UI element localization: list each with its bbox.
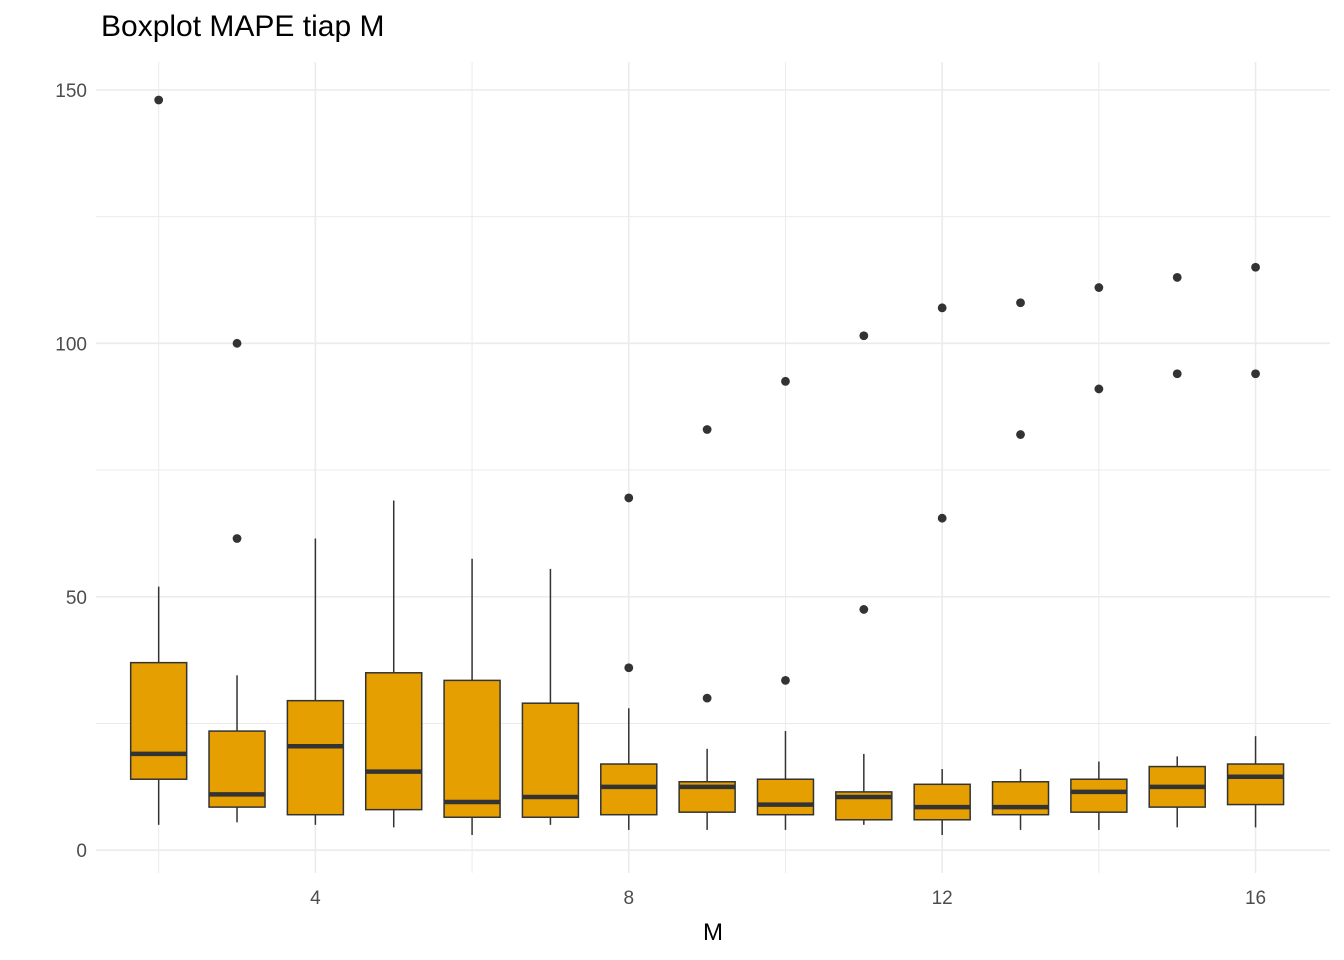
- box-group: [286, 538, 345, 825]
- y-tick-label: 100: [55, 334, 87, 355]
- box-iqr: [1070, 778, 1128, 813]
- box-iqr: [286, 699, 345, 816]
- outlier-point: [1016, 430, 1025, 439]
- outlier-point: [859, 605, 869, 614]
- outlier-point: [154, 95, 164, 105]
- outlier-point: [1094, 384, 1104, 394]
- outlier-point: [781, 675, 790, 685]
- x-tick-label: 4: [310, 888, 321, 909]
- x-axis-title: M: [703, 919, 723, 946]
- outlier-point: [1251, 262, 1260, 272]
- box-group: [1148, 273, 1206, 828]
- box-group: [521, 568, 580, 825]
- outlier-point: [232, 338, 242, 348]
- outlier-point: [624, 493, 634, 503]
- box-iqr: [991, 781, 1050, 816]
- box-iqr: [600, 763, 658, 816]
- box-group: [443, 558, 501, 835]
- outlier-point: [1172, 369, 1182, 379]
- box-iqr: [129, 661, 188, 780]
- box-group: [1070, 283, 1128, 830]
- y-tick-label: 150: [55, 81, 87, 102]
- box-group: [1226, 262, 1285, 828]
- box-iqr: [443, 679, 501, 818]
- outlier-point: [702, 425, 712, 434]
- outlier-point: [1172, 273, 1182, 282]
- chart-title: Boxplot MAPE tiap M: [101, 10, 385, 43]
- x-tick-label: 8: [623, 888, 634, 909]
- outlier-point: [232, 534, 242, 543]
- box-iqr: [913, 783, 971, 821]
- box-iqr: [1226, 763, 1285, 806]
- y-tick-label: 50: [66, 588, 87, 609]
- outlier-point: [781, 376, 790, 386]
- box-group: [600, 493, 658, 830]
- outlier-point: [1016, 298, 1025, 308]
- y-tick-label: 0: [76, 841, 87, 862]
- outlier-point: [702, 693, 712, 703]
- outlier-point: [937, 303, 947, 313]
- box-iqr: [521, 702, 580, 818]
- box-iqr: [364, 672, 423, 811]
- outlier-point: [1094, 283, 1104, 292]
- box-group: [991, 298, 1050, 830]
- box-group: [678, 425, 736, 830]
- box-group: [208, 338, 266, 823]
- box-iqr: [756, 778, 815, 816]
- outlier-point: [624, 663, 634, 673]
- box-group: [913, 303, 971, 835]
- x-tick-label: 12: [932, 888, 953, 909]
- box-group: [756, 376, 815, 830]
- box-group: [364, 500, 423, 828]
- box-group: [129, 95, 188, 825]
- outlier-point: [859, 331, 869, 341]
- outlier-point: [937, 513, 947, 523]
- box-group: [835, 331, 893, 825]
- outlier-point: [1251, 369, 1260, 379]
- x-tick-label: 16: [1245, 888, 1266, 909]
